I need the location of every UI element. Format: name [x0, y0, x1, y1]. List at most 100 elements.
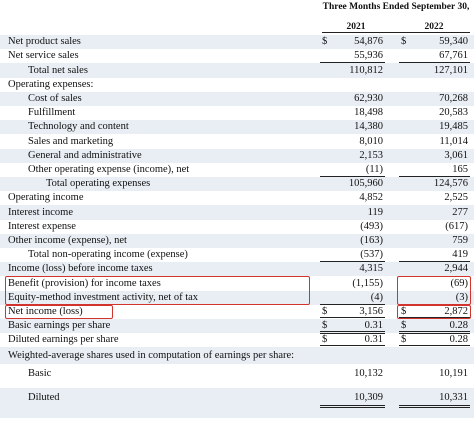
amount: 10,191 — [439, 368, 468, 379]
currency: $ — [401, 36, 407, 48]
underline — [320, 176, 385, 177]
amount: 119 — [367, 206, 383, 218]
row-shade — [0, 120, 474, 135]
row-shade — [0, 148, 474, 163]
row-label: Income (loss) before income taxes — [8, 263, 153, 275]
amount: 127,101 — [433, 64, 468, 76]
amount: 19,485 — [439, 121, 468, 133]
underline — [399, 62, 470, 64]
amount: 14,380 — [354, 121, 383, 133]
row-shade — [0, 347, 474, 364]
row-label: Cost of sales — [28, 92, 82, 104]
row-label: Total net sales — [28, 64, 88, 76]
row-shade — [0, 262, 474, 277]
amount: 124,576 — [433, 178, 468, 190]
row-shade — [0, 388, 474, 418]
row-label: Weighted-average shares used in computat… — [8, 349, 295, 361]
row-shade — [0, 35, 474, 50]
row-label: Other income (expense), net — [8, 234, 127, 246]
amount: (537) — [360, 249, 383, 261]
year-header: 2021 — [346, 22, 366, 32]
row-label: Operating income — [8, 192, 84, 204]
amount: 62,930 — [354, 92, 383, 104]
row-label: Equity-method investment activity, net o… — [8, 291, 199, 303]
amount: 105,960 — [348, 178, 383, 190]
amount: 2,944 — [444, 263, 468, 275]
row-shade — [0, 205, 474, 220]
row-shade — [0, 177, 474, 192]
row-label: General and administrative — [28, 149, 142, 161]
row-label: Sales and marketing — [28, 135, 114, 147]
amount: 10,132 — [354, 368, 383, 379]
row-label: Fulfillment — [28, 107, 76, 119]
underline — [399, 261, 470, 263]
amount: 419 — [452, 249, 468, 261]
period-header: Three Months Ended September 30, — [322, 2, 470, 12]
currency: $ — [401, 305, 407, 317]
double-underline — [399, 405, 470, 408]
row-label: Interest expense — [8, 220, 76, 232]
amount: 3,061 — [444, 149, 468, 161]
underline — [320, 303, 385, 305]
double-underline — [399, 331, 470, 335]
amount: 55,936 — [354, 50, 383, 62]
highlight-box — [397, 276, 471, 305]
amount: 3,156 — [359, 305, 383, 317]
header-rule — [322, 32, 470, 33]
row-label: Diluted — [28, 392, 60, 403]
highlight-box — [5, 276, 310, 305]
underline — [399, 176, 470, 177]
currency: $ — [322, 320, 328, 332]
row-label: Benefit (provision) for income taxes — [8, 277, 161, 289]
amount: 0.31 — [364, 320, 383, 332]
row-label: Total operating expenses — [46, 178, 151, 190]
currency: $ — [401, 334, 407, 346]
amount: 10,309 — [354, 392, 383, 403]
amount: 59,340 — [439, 36, 468, 48]
amount: 0.28 — [449, 320, 468, 332]
amount: 54,876 — [354, 36, 383, 48]
currency: $ — [322, 334, 328, 346]
amount: (617) — [445, 220, 468, 232]
amount: 2,525 — [444, 192, 468, 204]
underline — [320, 62, 385, 64]
amount: 20,583 — [439, 107, 468, 119]
row-label: Net income (loss) — [8, 305, 83, 317]
double-underline — [320, 331, 385, 335]
amount: 165 — [452, 163, 468, 175]
amount: (4) — [370, 291, 383, 303]
row-label: Total non-operating income (expense) — [28, 249, 188, 261]
amount: (3) — [455, 291, 468, 303]
currency: $ — [401, 320, 407, 332]
amount: 18,498 — [354, 107, 383, 119]
amount: 0.28 — [449, 334, 468, 346]
amount: (1,155) — [352, 277, 383, 289]
amount: 277 — [452, 206, 468, 218]
amount: 4,852 — [359, 192, 383, 204]
amount: 10,331 — [439, 392, 468, 403]
amount: 67,761 — [439, 50, 468, 62]
currency: $ — [322, 36, 328, 48]
row-label: Basic earnings per share — [8, 320, 111, 332]
row-label: Technology and content — [28, 121, 129, 133]
underline — [320, 261, 385, 263]
row-shade — [0, 63, 474, 78]
row-shade — [0, 319, 474, 334]
amount: 70,268 — [439, 92, 468, 104]
row-label: Interest income — [8, 206, 74, 218]
row-label: Diluted earnings per share — [8, 334, 119, 346]
year-header: 2022 — [424, 22, 444, 32]
amount: 2,153 — [359, 149, 383, 161]
row-label: Basic — [28, 368, 52, 379]
amount: 4,315 — [359, 263, 383, 275]
row-label: Operating expenses: — [8, 78, 94, 90]
amount: 0.31 — [364, 334, 383, 346]
row-shade — [0, 91, 474, 106]
row-shade — [0, 290, 474, 305]
currency: $ — [322, 305, 328, 317]
amount: (493) — [360, 220, 383, 232]
row-label: Other operating expense (income), net — [28, 163, 190, 175]
amount: (69) — [450, 277, 469, 289]
amount: (11) — [365, 163, 383, 175]
